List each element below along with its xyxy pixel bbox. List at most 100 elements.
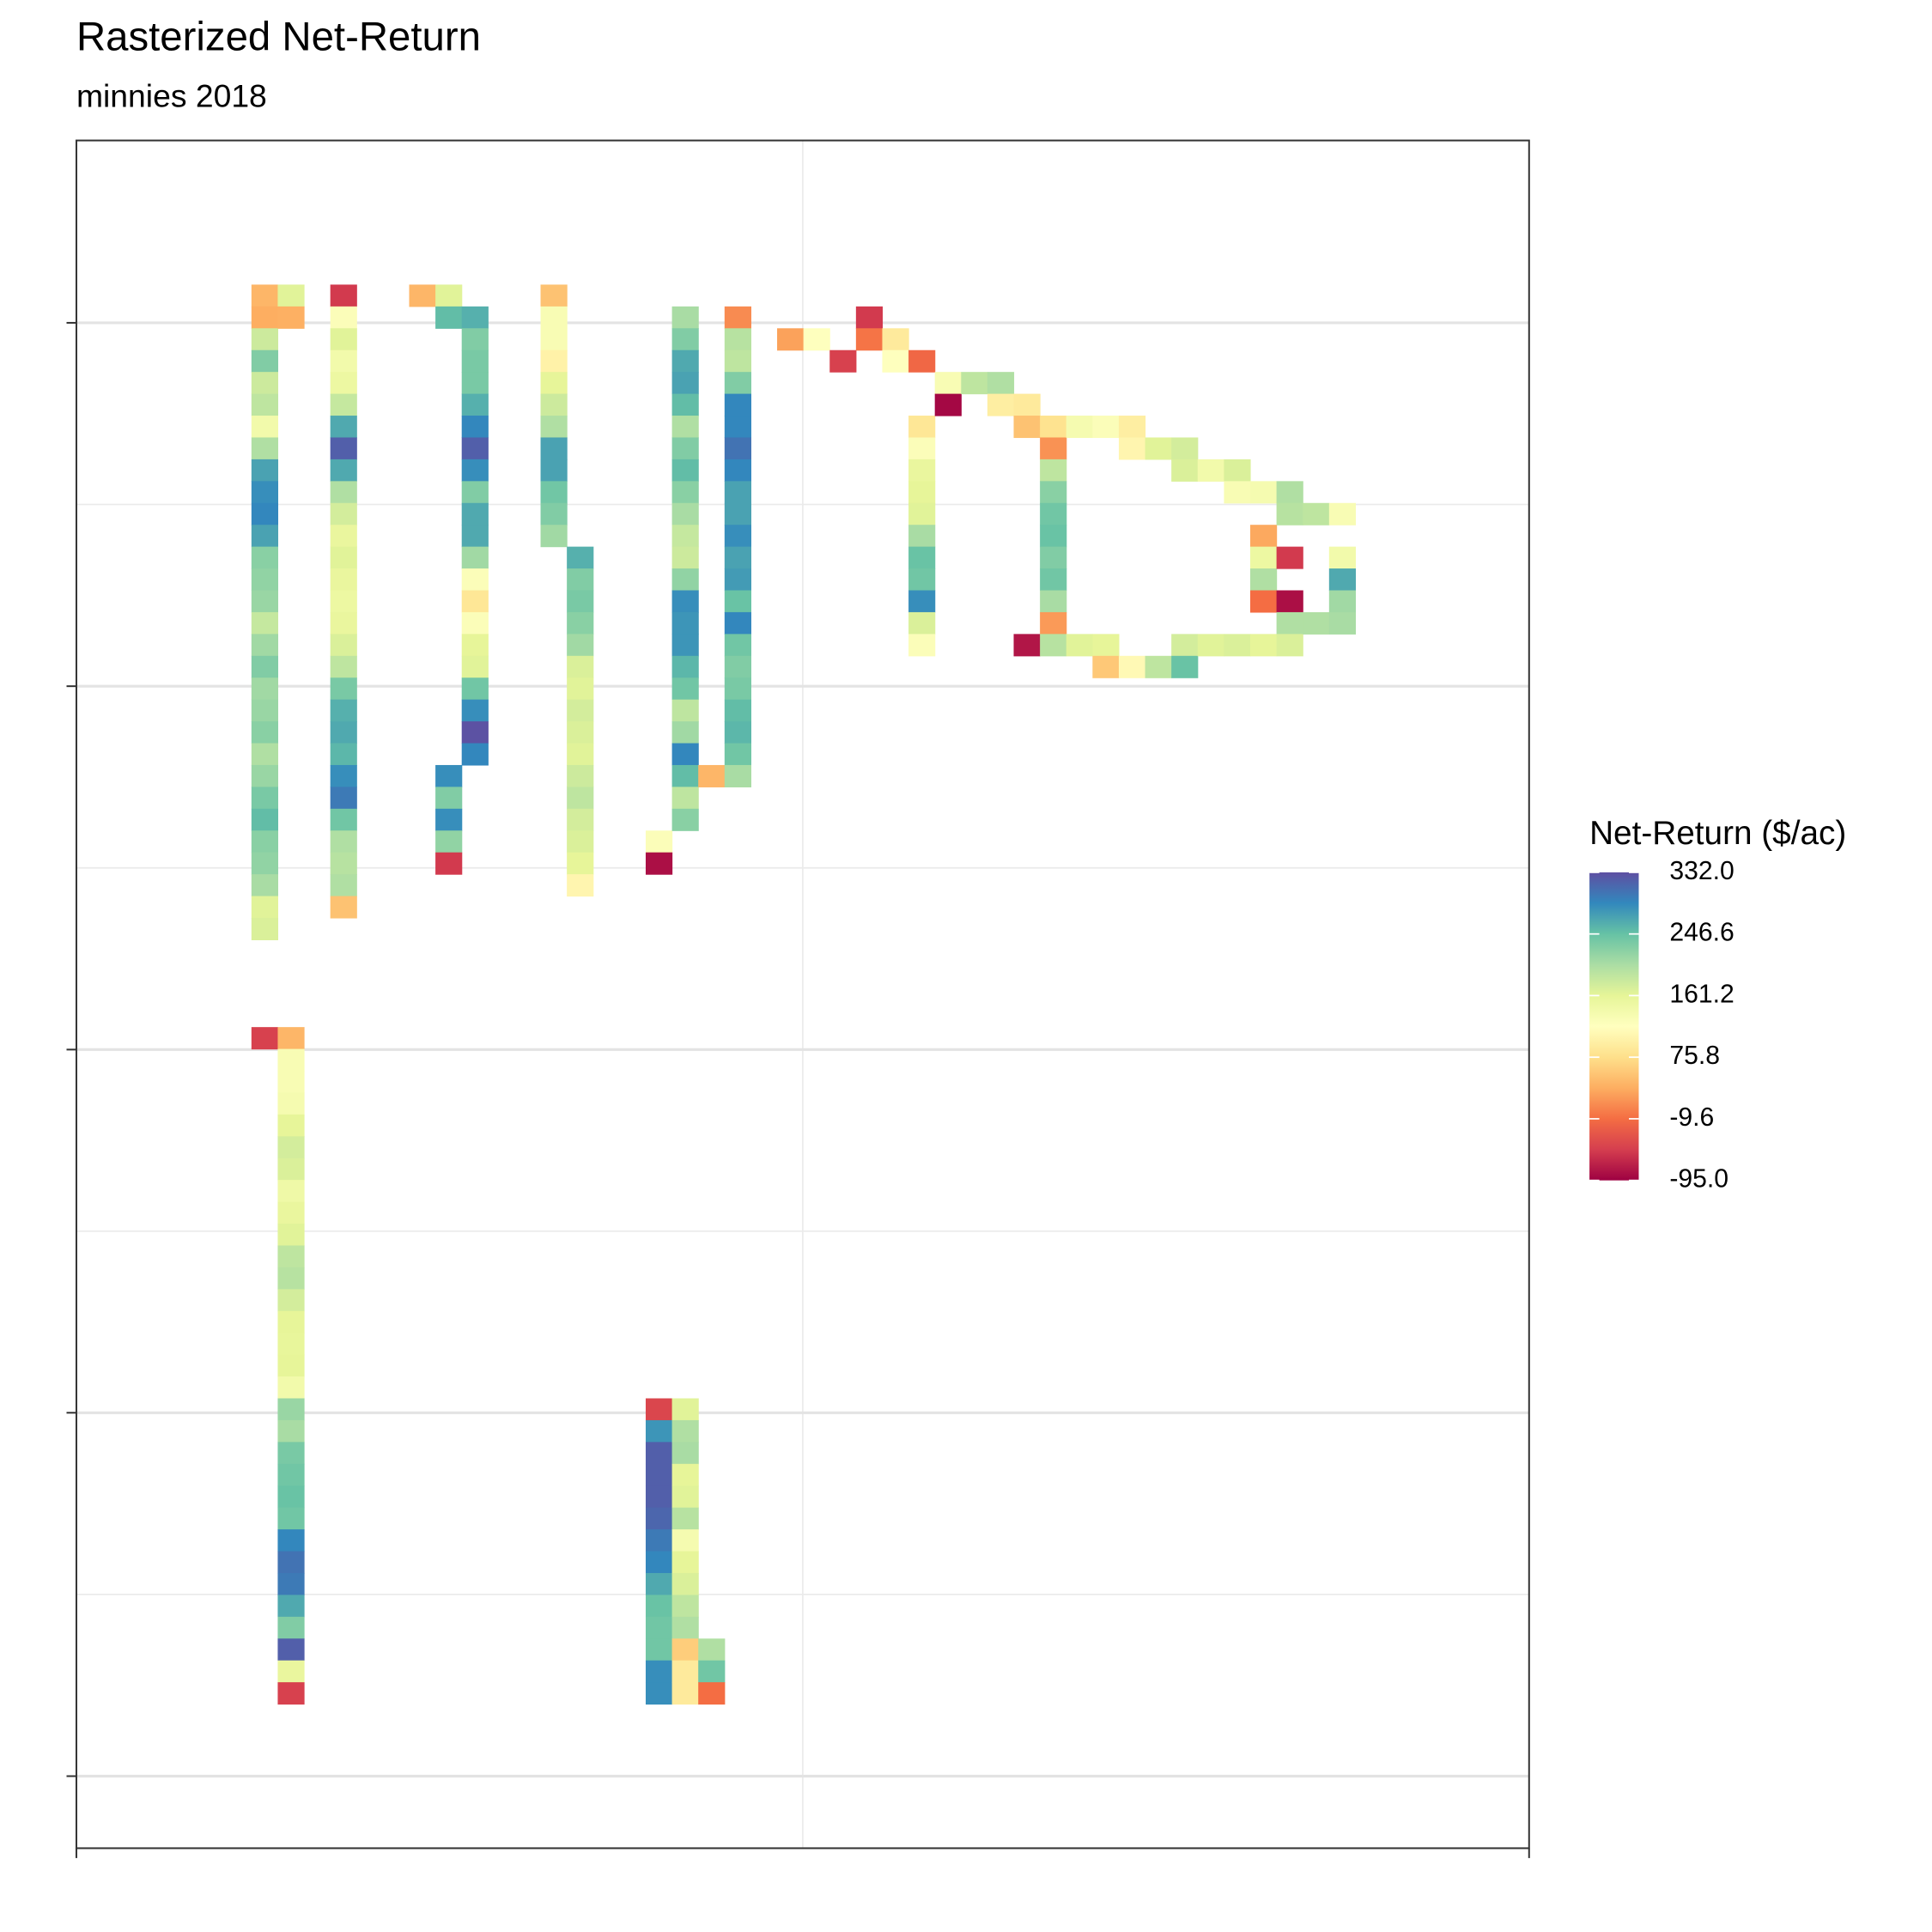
cell (409, 284, 436, 307)
cell (671, 328, 699, 351)
cell (908, 568, 936, 592)
cell (724, 590, 751, 613)
cell (330, 808, 357, 831)
cell (277, 1660, 305, 1683)
cell (277, 1638, 305, 1662)
cell (277, 1136, 305, 1159)
cell (908, 634, 936, 657)
cell (1328, 502, 1357, 526)
chart-subtitle: minnies 2018 (76, 78, 267, 114)
cell (724, 349, 751, 373)
cell (1066, 634, 1093, 657)
cell (330, 830, 357, 854)
cell (330, 874, 357, 897)
cell (330, 306, 357, 329)
cell (671, 590, 699, 613)
cell (803, 328, 830, 351)
cell (671, 808, 699, 831)
cell (1118, 437, 1146, 460)
cell (671, 437, 699, 460)
cell (671, 416, 699, 439)
chart-title: Rasterized Net-Return (76, 14, 481, 59)
cell (1250, 525, 1278, 548)
cell (251, 852, 279, 875)
legend-tick-label: -9.6 (1669, 1103, 1714, 1132)
cell (330, 590, 357, 613)
cell (882, 349, 909, 373)
cell (461, 677, 489, 701)
cell (435, 830, 463, 854)
cell (987, 372, 1015, 395)
cell (1040, 525, 1067, 548)
cell (330, 677, 357, 701)
cell (330, 349, 357, 373)
cell (277, 1267, 305, 1290)
cell (567, 677, 594, 701)
cell (1013, 634, 1041, 657)
cell (908, 349, 936, 373)
cell (724, 502, 751, 526)
cell (698, 1638, 726, 1662)
cell (330, 699, 357, 722)
cell (330, 284, 357, 307)
cell (724, 568, 751, 592)
cell (908, 481, 936, 504)
cell (277, 1289, 305, 1312)
cell (1066, 416, 1093, 439)
cell (277, 1333, 305, 1356)
cell (330, 502, 357, 526)
cell (671, 1507, 699, 1530)
cell (698, 1682, 726, 1705)
cell (567, 743, 594, 766)
cell (330, 655, 357, 678)
cell (645, 1485, 673, 1509)
cell (277, 1398, 305, 1421)
cell (251, 481, 279, 504)
cell (251, 699, 279, 722)
cell (1145, 655, 1172, 678)
cell (277, 1595, 305, 1618)
cell (724, 328, 751, 351)
cell (724, 481, 751, 504)
cell (1171, 655, 1199, 678)
cell (277, 1092, 305, 1115)
cell (1250, 546, 1278, 569)
cell (461, 568, 489, 592)
cell (251, 393, 279, 416)
cell (1040, 481, 1067, 504)
cell (330, 393, 357, 416)
legend-tick-label: 161.2 (1669, 980, 1734, 1008)
cell (724, 655, 751, 678)
cell (567, 568, 594, 592)
cell (540, 416, 568, 439)
cell (567, 699, 594, 722)
cell (1118, 655, 1146, 678)
cell (277, 306, 305, 329)
cell (1250, 481, 1278, 504)
cell (461, 655, 489, 678)
cell (1276, 590, 1303, 613)
cell (277, 1463, 305, 1486)
cell (251, 590, 279, 613)
cell (277, 1224, 305, 1247)
cell (671, 764, 699, 787)
cell (724, 743, 751, 766)
cell (724, 764, 751, 787)
cell (1040, 416, 1067, 439)
cell (251, 525, 279, 548)
cell (934, 372, 962, 395)
cell (908, 416, 936, 439)
cell (277, 1529, 305, 1552)
cell (908, 590, 936, 613)
cell (671, 1398, 699, 1421)
cell (671, 372, 699, 395)
cell (251, 917, 279, 940)
cell (277, 284, 305, 307)
cell (1328, 590, 1357, 613)
cell (671, 459, 699, 482)
cell (330, 459, 357, 482)
cell (461, 328, 489, 351)
cell (461, 721, 489, 744)
cell (435, 764, 463, 787)
cell (251, 284, 279, 307)
